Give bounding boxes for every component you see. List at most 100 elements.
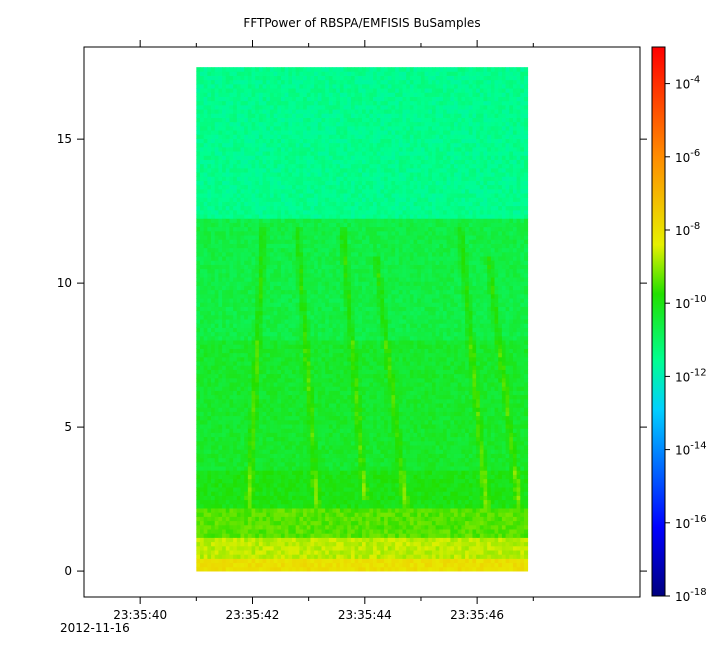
heatmap-cell bbox=[339, 361, 344, 366]
heatmap-cell bbox=[262, 130, 267, 135]
heatmap-cell bbox=[203, 260, 208, 265]
heatmap-cell bbox=[314, 377, 319, 383]
heatmap-cell bbox=[258, 314, 263, 320]
heatmap-cell bbox=[303, 356, 308, 362]
heatmap-cell bbox=[269, 369, 275, 375]
heatmap-cell bbox=[211, 344, 216, 349]
heatmap-cell bbox=[222, 302, 227, 307]
heatmap-cell bbox=[211, 499, 216, 505]
heatmap-cell bbox=[236, 411, 241, 417]
heatmap-cell bbox=[233, 151, 238, 156]
heatmap-cell bbox=[295, 172, 300, 177]
heatmap-cell bbox=[317, 558, 322, 564]
heatmap-cell bbox=[214, 382, 219, 387]
heatmap-cell bbox=[262, 382, 267, 387]
heatmap-cell bbox=[299, 247, 304, 253]
heatmap-cell bbox=[336, 432, 341, 438]
heatmap-cell bbox=[203, 495, 208, 501]
heatmap-cell bbox=[314, 306, 319, 312]
heatmap-cell bbox=[207, 499, 212, 505]
heatmap-cell bbox=[262, 155, 267, 160]
heatmap-cell bbox=[207, 398, 212, 404]
heatmap-cell bbox=[328, 382, 333, 387]
heatmap-cell bbox=[336, 239, 341, 244]
heatmap-cell bbox=[196, 306, 201, 312]
heatmap-cell bbox=[229, 117, 234, 123]
heatmap-cell bbox=[229, 352, 234, 358]
heatmap-cell bbox=[317, 436, 322, 442]
heatmap-cell bbox=[196, 457, 201, 463]
heatmap-cell bbox=[255, 491, 260, 496]
heatmap-cell bbox=[343, 415, 348, 421]
heatmap-cell bbox=[262, 411, 267, 417]
heatmap-cell bbox=[247, 260, 252, 265]
heatmap-cell bbox=[222, 323, 227, 328]
heatmap-cell bbox=[277, 533, 282, 538]
heatmap-cell bbox=[299, 424, 304, 429]
heatmap-cell bbox=[281, 335, 286, 341]
heatmap-cell bbox=[325, 146, 330, 152]
heatmap-cell bbox=[317, 377, 322, 383]
heatmap-cell bbox=[347, 554, 352, 559]
heatmap-cell bbox=[251, 566, 256, 572]
heatmap-cell bbox=[258, 134, 263, 139]
heatmap-cell bbox=[314, 130, 319, 135]
heatmap-cell bbox=[196, 75, 201, 81]
heatmap-cell bbox=[255, 218, 260, 223]
heatmap-cell bbox=[247, 138, 252, 144]
heatmap-cell bbox=[321, 466, 326, 471]
heatmap-cell bbox=[233, 503, 238, 509]
heatmap-cell bbox=[211, 285, 216, 291]
heatmap-cell bbox=[247, 256, 252, 261]
heatmap-cell bbox=[336, 487, 341, 492]
heatmap-cell bbox=[236, 79, 241, 85]
heatmap-cell bbox=[292, 327, 297, 333]
heatmap-cell bbox=[218, 352, 223, 358]
heatmap-cell bbox=[328, 419, 333, 425]
heatmap-cell bbox=[200, 96, 205, 102]
heatmap-cell bbox=[314, 491, 319, 496]
heatmap-cell bbox=[306, 113, 311, 118]
heatmap-cell bbox=[247, 218, 252, 223]
heatmap-cell bbox=[236, 96, 241, 102]
heatmap-cell bbox=[262, 424, 267, 429]
heatmap-cell bbox=[303, 96, 308, 102]
heatmap-cell bbox=[214, 398, 219, 404]
heatmap-cell bbox=[295, 453, 300, 459]
heatmap-cell bbox=[321, 92, 326, 97]
heatmap-cell bbox=[247, 524, 252, 530]
heatmap-cell bbox=[277, 256, 282, 261]
heatmap-cell bbox=[244, 214, 249, 219]
heatmap-cell bbox=[306, 272, 311, 278]
heatmap-cell bbox=[306, 440, 311, 446]
heatmap-cell bbox=[266, 533, 271, 538]
heatmap-cell bbox=[306, 230, 311, 236]
heatmap-cell bbox=[229, 159, 234, 165]
heatmap-cell bbox=[225, 289, 230, 295]
heatmap-cell bbox=[321, 197, 326, 202]
heatmap-cell bbox=[229, 361, 234, 366]
heatmap-cell bbox=[244, 474, 249, 480]
heatmap-cell bbox=[343, 109, 348, 114]
heatmap-cell bbox=[306, 537, 311, 543]
heatmap-cell bbox=[251, 117, 256, 123]
heatmap-cell bbox=[288, 369, 293, 375]
heatmap-cell bbox=[306, 466, 311, 471]
heatmap-cell bbox=[207, 474, 212, 480]
heatmap-cell bbox=[225, 474, 230, 480]
heatmap-cell bbox=[321, 474, 326, 480]
heatmap-cell bbox=[325, 226, 330, 232]
heatmap-cell bbox=[281, 373, 286, 379]
heatmap-cell bbox=[325, 155, 330, 160]
heatmap-cell bbox=[332, 453, 337, 459]
heatmap-cell bbox=[310, 281, 315, 286]
heatmap-cell bbox=[218, 524, 223, 530]
heatmap-cell bbox=[251, 176, 256, 181]
heatmap-cell bbox=[325, 314, 330, 320]
heatmap-cell bbox=[200, 335, 205, 341]
heatmap-cell bbox=[292, 508, 297, 513]
heatmap-cell bbox=[244, 88, 249, 93]
heatmap-cell bbox=[200, 247, 205, 253]
heatmap-cell bbox=[244, 554, 249, 559]
heatmap-cell bbox=[284, 285, 289, 291]
